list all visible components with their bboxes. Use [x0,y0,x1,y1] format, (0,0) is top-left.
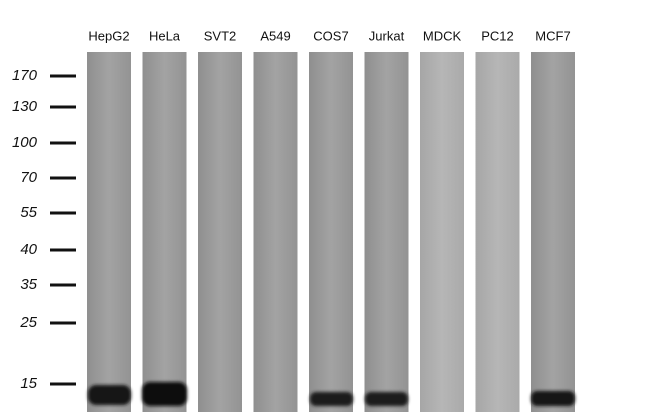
band [365,392,408,406]
marker-label: 170 [12,67,38,84]
marker-label: 25 [19,314,37,331]
lane-label: HepG2 [88,28,129,43]
lane [531,52,575,412]
band [142,382,187,406]
band [88,385,131,405]
markers: 170 130 100 70 55 40 35 25 15 [12,67,76,392]
lane [364,52,409,412]
lane [420,52,464,412]
band [310,392,353,406]
lane-label: MDCK [423,28,462,43]
marker-label: 55 [20,204,37,221]
lane-label: COS7 [313,28,348,43]
marker-label: 35 [20,276,37,293]
lane [309,52,353,412]
lane-label: MCF7 [535,28,570,43]
lane [475,52,520,412]
marker-label: 130 [12,98,38,115]
lane [198,52,242,412]
marker-label: 100 [12,134,38,151]
lane-label: A549 [260,28,290,43]
lanes [87,52,575,412]
lane-label: SVT2 [204,28,237,43]
marker-label: 15 [20,375,37,392]
band [531,391,575,406]
lane-label: HeLa [149,28,181,43]
lane-label: Jurkat [369,28,405,43]
lane [142,52,187,412]
lane [253,52,298,412]
lane [87,52,131,412]
marker-label: 70 [20,169,37,186]
marker-label: 40 [20,241,37,258]
bands [88,382,575,406]
lane-label: PC12 [481,28,514,43]
